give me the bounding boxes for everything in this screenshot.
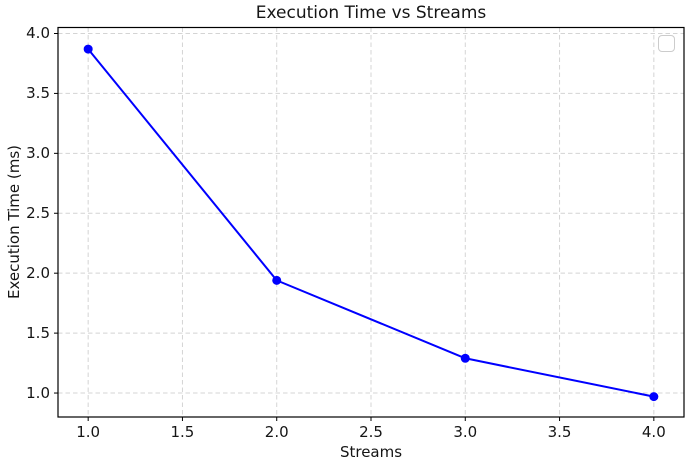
- data-point-marker: [460, 353, 470, 363]
- y-tick-label: 2.0: [26, 264, 50, 283]
- x-tick-label: 2.5: [359, 423, 383, 441]
- data-point-marker: [83, 44, 93, 54]
- y-tick-label: 1.0: [26, 384, 50, 403]
- y-axis-label: Execution Time (ms): [5, 145, 23, 299]
- y-tick-label: 3.5: [26, 84, 50, 103]
- x-tick-label: 1.5: [170, 423, 195, 441]
- y-tick-label: 3.0: [26, 144, 50, 163]
- y-tick-label: 4.0: [26, 24, 50, 43]
- legend-box: [658, 35, 675, 52]
- data-point-marker: [272, 275, 282, 285]
- y-tick-label: 1.5: [26, 324, 50, 343]
- data-point-marker: [649, 392, 659, 402]
- x-tick-label: 2.0: [264, 423, 289, 441]
- x-tick-label: 1.0: [76, 423, 101, 441]
- chart-title: Execution Time vs Streams: [255, 3, 487, 23]
- data-line: [87, 48, 655, 398]
- y-tick-label: 2.5: [26, 204, 50, 223]
- x-tick-label: 3.5: [547, 423, 572, 441]
- x-axis-label: Streams: [339, 443, 403, 461]
- x-tick-label: 3.0: [453, 423, 478, 441]
- x-tick-label: 4.0: [641, 423, 666, 441]
